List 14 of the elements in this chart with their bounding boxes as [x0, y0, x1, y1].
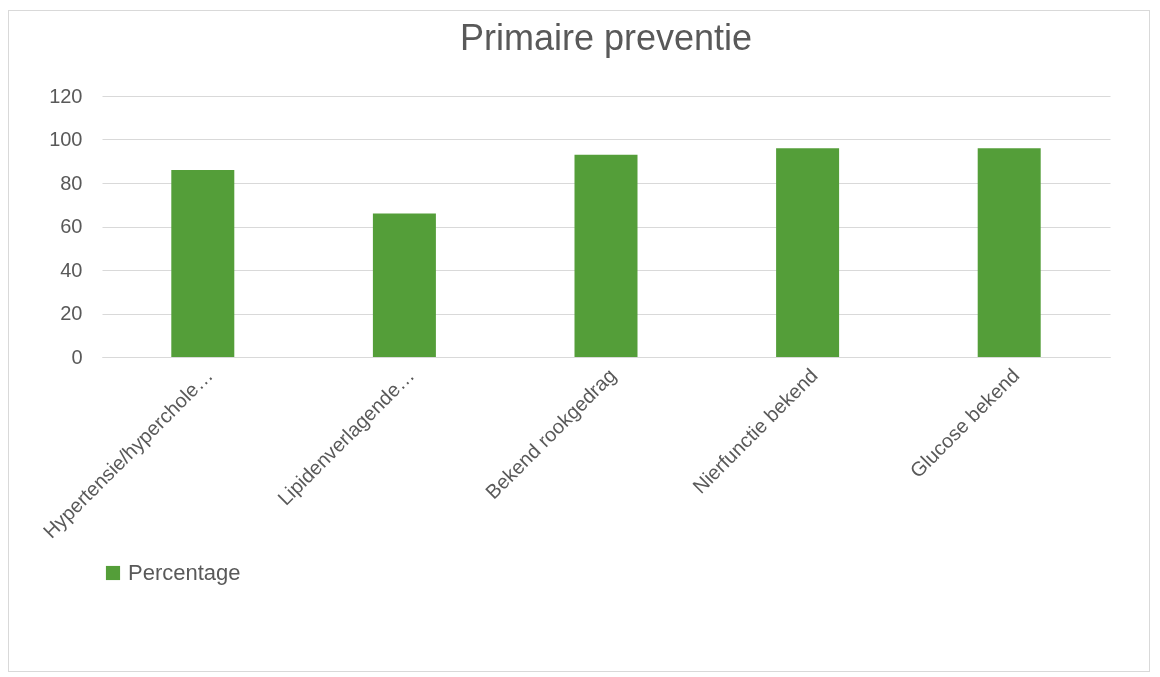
- bar: [171, 169, 235, 357]
- y-tick-label: 20: [60, 302, 83, 324]
- chart-title: Primaire preventie: [459, 17, 753, 58]
- y-tick-label: 60: [60, 215, 83, 237]
- y-tick-label: 80: [60, 171, 83, 194]
- bar: [977, 148, 1041, 357]
- legend-label: Percentage: [128, 560, 241, 585]
- bar: [776, 148, 840, 357]
- y-tick-label: 0: [71, 345, 83, 368]
- y-tick-label: 40: [60, 258, 83, 281]
- y-tick-label: 100: [49, 128, 83, 150]
- bar: [372, 213, 436, 357]
- bar: [574, 154, 638, 357]
- y-tick-label: 120: [49, 84, 83, 107]
